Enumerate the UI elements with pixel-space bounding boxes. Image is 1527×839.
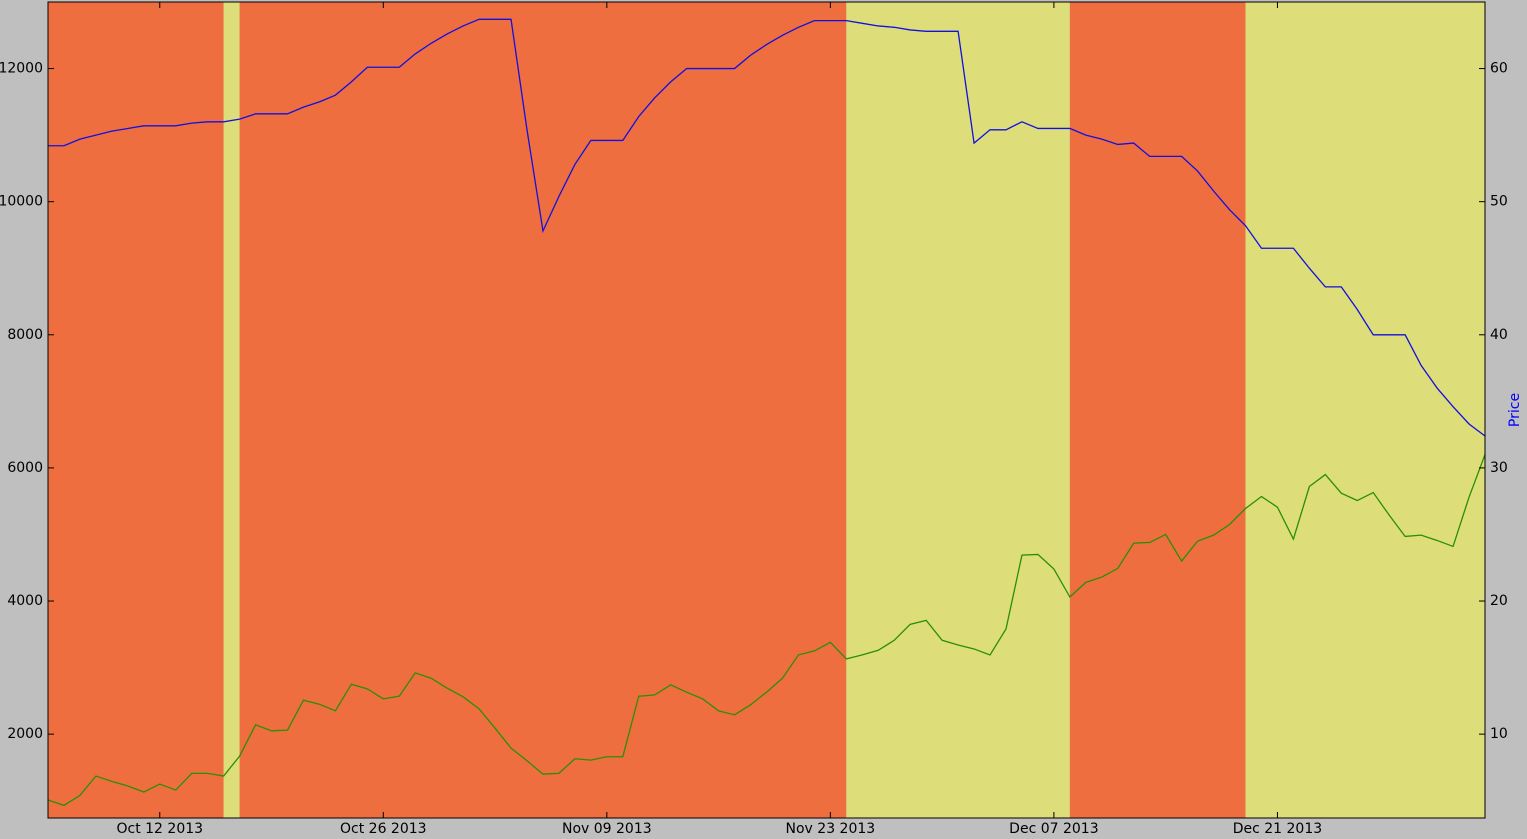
y2-axis-label: Price xyxy=(1507,393,1523,427)
y-tick-label: 12000 xyxy=(0,61,43,77)
y-tick-label: 6000 xyxy=(7,460,43,476)
y2-tick-label: 40 xyxy=(1490,327,1508,343)
span xyxy=(223,2,240,818)
y2-tick-label: 60 xyxy=(1490,61,1508,77)
y-tick-label: 10000 xyxy=(0,194,43,210)
x-tick-label: Oct 12 2013 xyxy=(116,821,203,837)
y-tick-label: 2000 xyxy=(7,726,43,742)
span xyxy=(1069,2,1246,818)
plot-area xyxy=(47,2,1486,818)
y-tick-label: 8000 xyxy=(7,327,43,343)
x-tick-label: Dec 07 2013 xyxy=(1009,821,1098,837)
x-tick-label: Dec 21 2013 xyxy=(1233,821,1322,837)
series-line xyxy=(48,18,1486,437)
x-tick-label: Nov 09 2013 xyxy=(562,821,652,837)
span xyxy=(48,2,224,818)
span xyxy=(1245,2,1485,818)
y-tick-label: 4000 xyxy=(7,593,43,609)
span xyxy=(846,2,1070,818)
plot-frame xyxy=(47,1,1486,819)
span xyxy=(239,2,847,818)
series-line xyxy=(47,454,1486,807)
x-tick-label: Nov 23 2013 xyxy=(786,821,876,837)
y2-tick-label: 10 xyxy=(1490,726,1508,742)
x-tick-label: Oct 26 2013 xyxy=(340,821,427,837)
y2-tick-label: 20 xyxy=(1490,593,1508,609)
y2-tick-label: 30 xyxy=(1490,460,1508,476)
y2-tick-label: 50 xyxy=(1490,194,1508,210)
